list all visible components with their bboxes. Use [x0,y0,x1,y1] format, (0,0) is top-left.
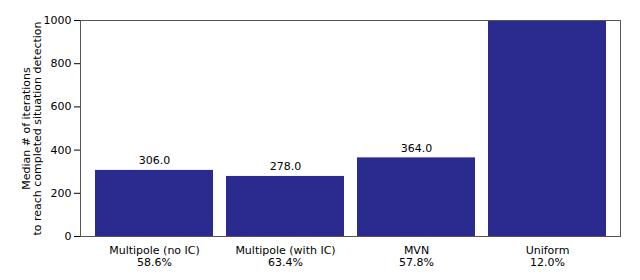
svg-text:306.0: 306.0 [139,154,171,167]
svg-text:400: 400 [51,144,72,157]
svg-text:Median # of iterationsto reach: Median # of iterationsto reach completed… [20,21,44,235]
svg-text:600: 600 [51,100,72,113]
svg-text:Uniform12.0%: Uniform12.0% [526,244,570,269]
svg-text:MVN57.8%: MVN57.8% [399,244,434,269]
svg-text:800: 800 [51,57,72,70]
svg-text:200: 200 [51,187,72,200]
svg-text:Multipole (with IC)63.4%: Multipole (with IC)63.4% [235,244,335,269]
svg-text:Multipole (no IC)58.6%: Multipole (no IC)58.6% [109,244,200,269]
svg-text:1000: 1000 [44,14,72,27]
svg-text:0: 0 [65,230,72,243]
svg-text:278.0: 278.0 [270,160,302,173]
svg-text:364.0: 364.0 [401,142,433,155]
